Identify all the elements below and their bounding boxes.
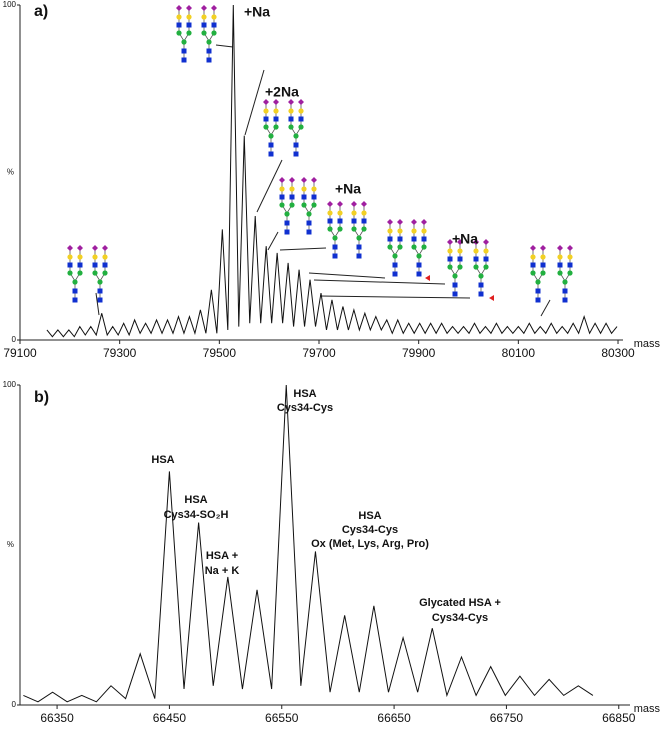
x-tick-label: 66350 [40,711,74,725]
annotation: +Na [335,181,361,197]
x-tick-label: 66450 [153,711,187,725]
x-tick-label: 66850 [602,711,636,725]
annotation: +Na [244,4,270,20]
annotation: Cys34-Cys [277,402,333,414]
annotation: Glycated HSA + [419,597,501,609]
annotation: Cys34-Cys [432,612,488,624]
y-axis-label: % [7,168,14,177]
annotation: Na + K [205,565,240,577]
x-axis-label: mass [634,338,661,350]
annotation: HSA + [206,550,238,562]
y-tick-label: 0 [12,700,17,709]
panel-label: a) [34,3,48,20]
annotation: Ox (Met, Lys, Arg, Pro) [311,538,429,550]
y-tick-label: 0 [12,335,17,344]
annotation: +Na [452,231,478,247]
y-tick-label: 100 [3,380,17,389]
x-tick-label: 79300 [103,346,137,360]
x-tick-label: 80300 [601,346,635,360]
annotation: HSA [293,388,316,400]
annotation: HSA [358,510,381,522]
annotation: +2Na [265,84,299,100]
annotation: HSA [184,494,207,506]
glycan-icons [66,4,574,303]
x-tick-label: 66550 [265,711,299,725]
x-tick-label: 80100 [502,346,536,360]
x-tick-label: 79900 [402,346,436,360]
x-tick-label: 79700 [302,346,336,360]
panel-label: b) [34,389,49,406]
x-tick-label: 66750 [490,711,524,725]
x-tick-label: 66650 [377,711,411,725]
x-tick-label: 79500 [203,346,237,360]
y-axis-label: % [7,540,14,549]
x-tick-label: 79100 [3,346,37,360]
spectrum-line [23,384,594,703]
leader-lines [95,44,551,317]
annotation: HSA [151,454,174,466]
x-axis-label: mass [634,703,661,715]
y-tick-label: 100 [3,0,17,9]
spectrum-line [46,4,618,338]
annotation: Cys34-Cys [342,524,398,536]
annotation: Cys34-SO₂H [164,509,229,521]
